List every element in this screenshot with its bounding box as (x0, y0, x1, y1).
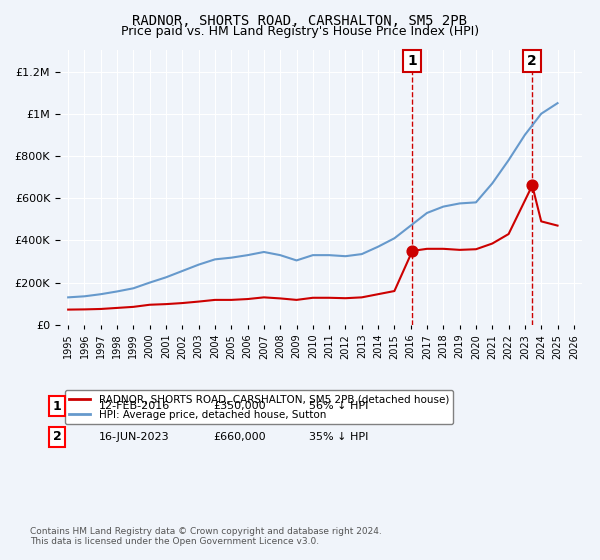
Text: 12-FEB-2016: 12-FEB-2016 (99, 401, 170, 411)
Text: 2: 2 (53, 430, 61, 444)
Point (407, 246, 417, 255)
Text: RADNOR, SHORTS ROAD, CARSHALTON, SM5 2PB: RADNOR, SHORTS ROAD, CARSHALTON, SM5 2PB (133, 14, 467, 28)
Text: 35% ↓ HPI: 35% ↓ HPI (309, 432, 368, 442)
Text: £350,000: £350,000 (213, 401, 266, 411)
Text: £660,000: £660,000 (213, 432, 266, 442)
Text: 56% ↓ HPI: 56% ↓ HPI (309, 401, 368, 411)
Legend: RADNOR, SHORTS ROAD, CARSHALTON, SM5 2PB (detached house), HPI: Average price, d: RADNOR, SHORTS ROAD, CARSHALTON, SM5 2PB… (65, 390, 453, 424)
Text: Price paid vs. HM Land Registry's House Price Index (HPI): Price paid vs. HM Land Registry's House … (121, 25, 479, 38)
Text: 1: 1 (53, 399, 61, 413)
Text: 2: 2 (527, 54, 537, 68)
Text: Contains HM Land Registry data © Crown copyright and database right 2024.
This d: Contains HM Land Registry data © Crown c… (30, 526, 382, 546)
Text: 1: 1 (407, 54, 417, 68)
Point (527, 181, 537, 190)
Text: 16-JUN-2023: 16-JUN-2023 (99, 432, 170, 442)
